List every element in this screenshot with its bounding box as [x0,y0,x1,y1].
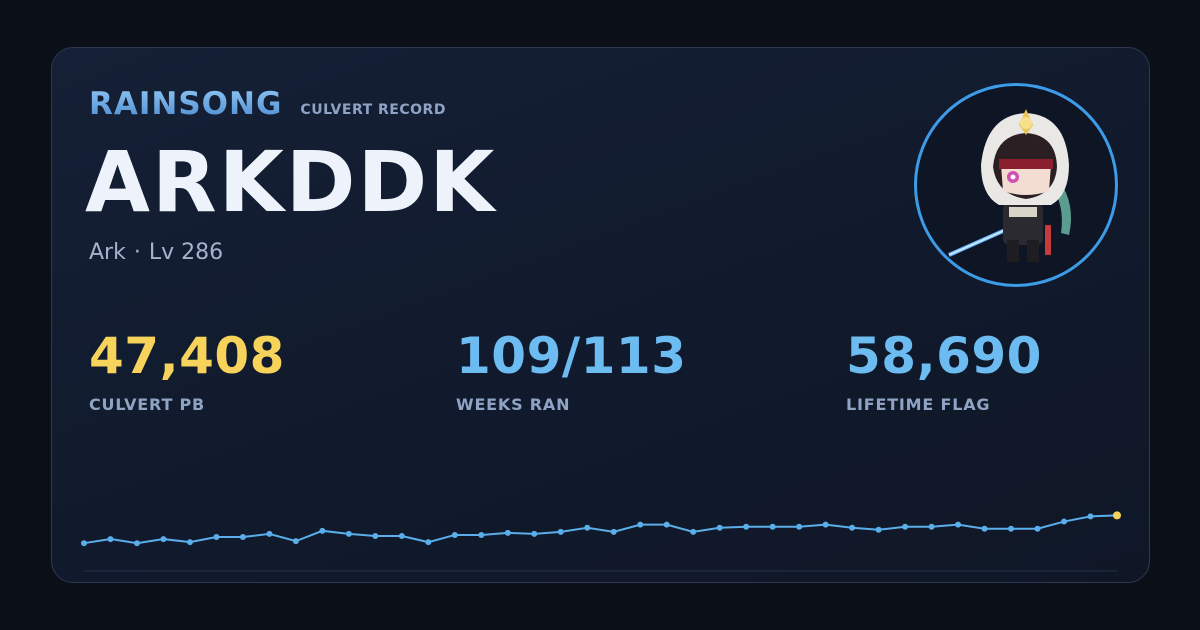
stat-label: CULVERT PB [89,395,206,414]
latest-point [1113,511,1121,520]
player-class: Ark [89,240,126,265]
data-point [557,528,564,535]
data-point [637,521,644,528]
data-point [133,540,140,547]
stat-weeks-ran: 109/113 WEEKS RAN [456,331,687,414]
data-point [849,524,856,531]
data-point [186,539,193,546]
data-point [902,523,909,530]
data-point [372,532,379,539]
character-sprite-icon [948,109,1072,262]
data-point [1061,518,1068,525]
stat-lifetime-flag: 58,690 LIFETIME FLAG [846,331,1042,414]
data-point [769,523,776,530]
data-point [319,527,326,534]
data-point [796,523,803,530]
player-meta: Ark · Lv 286 [89,240,223,265]
data-point [610,528,617,535]
data-point [451,531,458,538]
data-point [981,525,988,532]
stat-label: LIFETIME FLAG [846,395,991,414]
data-point [266,530,273,537]
data-point [478,531,485,538]
data-point [398,532,405,539]
data-point [928,523,935,530]
data-point [425,539,432,546]
stat-value: 58,690 [846,327,1042,385]
data-point [955,521,962,528]
data-point [663,521,670,528]
data-point [107,536,114,543]
data-point [584,524,591,531]
data-point [1034,525,1041,532]
stat-value: 47,408 [89,327,285,385]
stat-value: 109/113 [456,327,687,385]
data-point [292,538,299,545]
data-point [504,529,511,536]
data-point [531,530,538,537]
culvert-record-card: RAINSONG CULVERT RECORD ARKDDK Ark · Lv … [51,47,1150,583]
data-point [81,540,87,547]
data-point [345,530,352,537]
data-point [875,526,882,533]
brand-title: RAINSONG [89,86,283,122]
data-point [822,521,829,528]
data-point [239,534,246,541]
brand-subtitle: CULVERT RECORD [300,102,446,118]
data-point [743,523,750,530]
data-point [1008,525,1015,532]
data-point [160,536,167,543]
meta-separator: · [133,240,141,265]
brand-header: RAINSONG CULVERT RECORD [89,86,446,122]
stat-label: WEEKS RAN [456,395,571,414]
culvert-history-chart [81,511,1121,572]
data-point [690,528,697,535]
data-point [1087,513,1094,520]
avatar [914,83,1118,287]
data-point [716,524,723,531]
player-name: ARKDDK [85,133,497,231]
player-level: Lv 286 [148,240,224,265]
data-point [213,534,220,541]
stat-culvert-pb: 47,408 CULVERT PB [89,331,285,414]
series-line [83,514,1118,545]
